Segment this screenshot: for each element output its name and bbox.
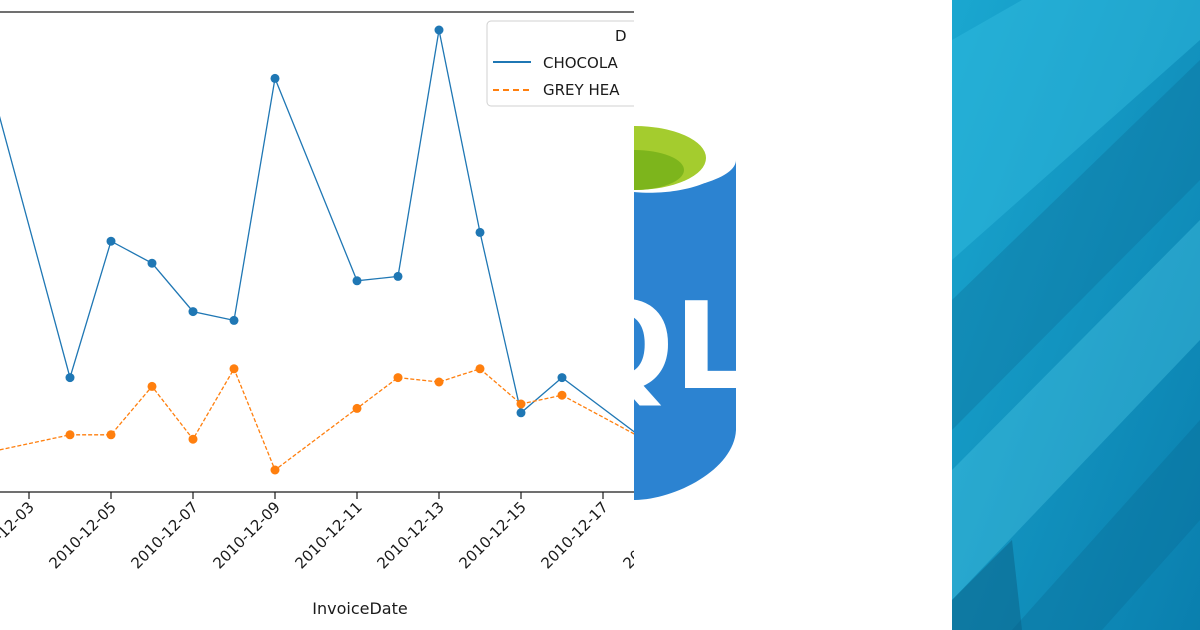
chart-svg: 2010-12-03 2010-12-05 2010-12-07 2010-12-09… bbox=[0, 11, 634, 618]
data-point-chocola bbox=[188, 307, 198, 317]
database-top-green-inner bbox=[634, 150, 684, 190]
data-point-grey-hea bbox=[270, 465, 280, 475]
data-point-grey-hea bbox=[65, 430, 75, 440]
x-tick-label: 2010-12-07 bbox=[127, 498, 201, 572]
x-tick-label: 2010-12-03 bbox=[0, 498, 38, 572]
data-point-chocola bbox=[434, 25, 444, 35]
chart-axes bbox=[0, 11, 634, 493]
data-point-grey-hea bbox=[516, 399, 526, 409]
data-point-chocola bbox=[229, 315, 239, 325]
legend: D CHOCOLA GREY HEA bbox=[486, 20, 634, 107]
data-point-grey-hea bbox=[106, 430, 116, 440]
line-chart: 2010-12-03 2010-12-05 2010-12-07 2010-12-09… bbox=[0, 11, 634, 618]
data-point-grey-hea bbox=[188, 434, 198, 444]
data-point-grey-hea bbox=[475, 364, 485, 374]
data-point-chocola bbox=[147, 258, 157, 268]
data-point-chocola bbox=[270, 73, 280, 83]
data-point-grey-hea bbox=[393, 373, 403, 383]
x-tick-label: 2010-12-17 bbox=[537, 498, 611, 572]
data-point-chocola bbox=[393, 271, 403, 281]
legend-title: D bbox=[615, 27, 627, 45]
x-tick-labels: 2010-12-03 2010-12-05 2010-12-07 2010-12-09… bbox=[0, 492, 634, 572]
x-tick-label: 2010-12-13 bbox=[373, 498, 447, 572]
x-tick-label: 2010-12-11 bbox=[291, 498, 365, 572]
series-line-chocola bbox=[0, 29, 634, 433]
series-line-grey-hea bbox=[0, 367, 634, 472]
data-point-chocola bbox=[475, 227, 485, 237]
legend-box bbox=[486, 20, 634, 107]
x-tick-label: 2010-12-09 bbox=[209, 498, 283, 572]
data-point-grey-hea bbox=[434, 377, 444, 387]
data-point-chocola bbox=[516, 408, 526, 418]
series-points bbox=[65, 25, 567, 475]
database-cylinder-body bbox=[634, 160, 736, 500]
background-abstract-panel bbox=[952, 0, 1200, 630]
logo-letters: QL bbox=[634, 278, 750, 417]
series-lines bbox=[0, 29, 634, 472]
data-point-grey-hea bbox=[352, 403, 362, 413]
data-point-chocola bbox=[65, 373, 75, 383]
x-tick-label: 2010-12-05 bbox=[45, 498, 119, 572]
legend-label-grey-hea: GREY HEA bbox=[543, 81, 620, 99]
data-point-grey-hea bbox=[229, 364, 239, 374]
data-point-chocola bbox=[352, 276, 362, 286]
data-point-grey-hea bbox=[557, 390, 567, 400]
x-tick-label: 2010-12-15 bbox=[455, 498, 529, 572]
x-axis-title: InvoiceDate bbox=[312, 599, 407, 618]
azure-sql-database-icon: QL bbox=[634, 126, 750, 500]
data-point-chocola bbox=[557, 373, 567, 383]
data-point-grey-hea bbox=[147, 381, 157, 391]
x-tick-label: 2010-12-19 bbox=[619, 498, 634, 572]
legend-label-chocola: CHOCOLA bbox=[543, 54, 619, 72]
data-point-chocola bbox=[106, 236, 116, 246]
